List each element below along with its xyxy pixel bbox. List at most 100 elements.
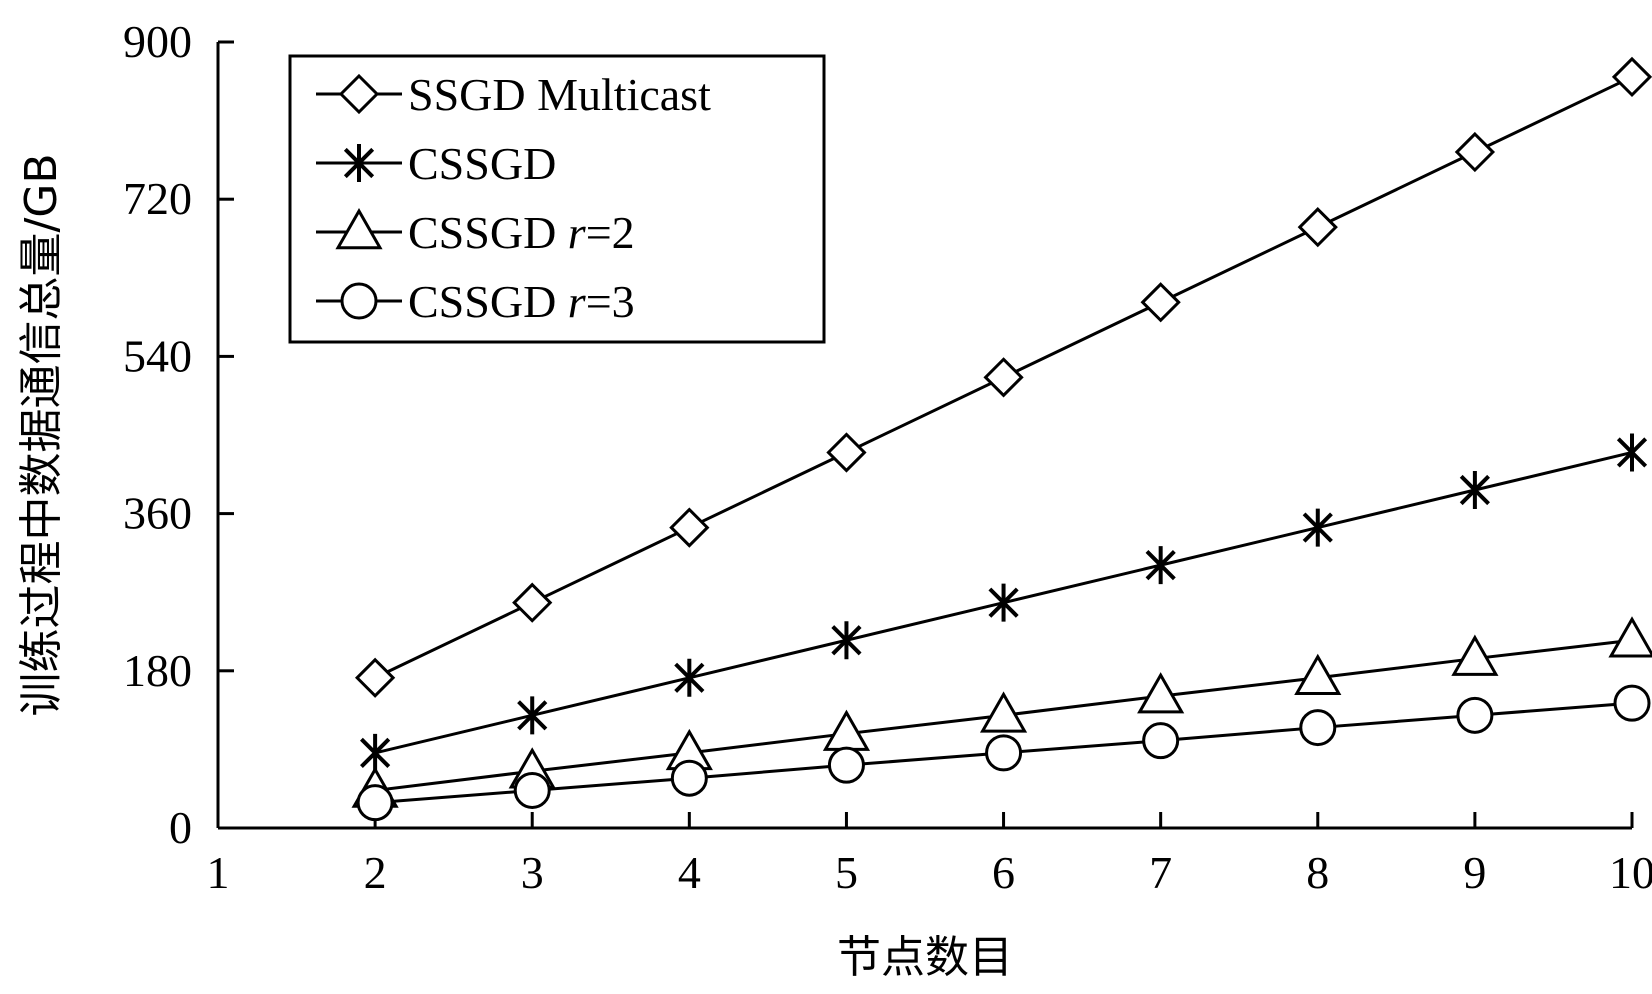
y-tick-label: 540: [123, 330, 192, 381]
data-point: [1611, 56, 1652, 98]
circle-marker-shape: [1299, 709, 1337, 747]
y-ticks: 0 180 360 540 720 900: [123, 16, 234, 853]
data-point: [360, 733, 391, 772]
diamond-marker-shape: [338, 73, 380, 115]
series-layer: [351, 56, 1652, 822]
data-point: [826, 432, 867, 473]
circle-marker-shape: [356, 784, 394, 822]
legend-item: CSSGD: [316, 138, 556, 189]
x-tick-label: 4: [678, 847, 701, 898]
diamond-marker-shape: [826, 432, 867, 473]
diamond-marker-shape: [1611, 56, 1652, 98]
asterisk-marker-shape: [343, 144, 375, 182]
diamond-marker-shape: [512, 582, 553, 623]
triangle-marker-shape: [1608, 616, 1652, 658]
data-point: [674, 658, 705, 697]
data-point: [988, 583, 1019, 622]
data-point: [670, 759, 708, 797]
y-axis-title: 训练过程中数据通信总量/GB: [16, 153, 67, 716]
legend-label: CSSGD r=2: [408, 207, 635, 258]
x-tick-label: 2: [364, 847, 387, 898]
legend-item: CSSGD r=3: [316, 276, 635, 327]
circle-marker-shape: [985, 734, 1023, 772]
y-tick-label: 360: [123, 488, 192, 539]
data-point: [1297, 207, 1338, 248]
x-tick-label: 1: [207, 847, 230, 898]
data-point: [985, 734, 1023, 772]
circle-marker-shape: [827, 746, 865, 784]
diamond-marker-shape: [1140, 282, 1181, 323]
diamond-marker-shape: [1454, 131, 1496, 173]
data-point: [979, 691, 1028, 733]
legend: SSGD Multicast CSSGD CSSGD r=2 CSSGD r=3: [288, 54, 826, 344]
data-point: [1451, 634, 1499, 676]
y-tick-label: 0: [169, 802, 192, 853]
asterisk-marker-shape: [1302, 508, 1333, 547]
series-2: [360, 433, 1648, 772]
data-point: [1294, 653, 1342, 696]
x-tick-label: 3: [521, 847, 544, 898]
asterisk-marker-shape: [517, 696, 548, 735]
legend-box: [288, 54, 826, 344]
data-point: [513, 771, 551, 809]
diamond-marker-shape: [983, 357, 1024, 398]
asterisk-marker-shape: [1145, 546, 1176, 585]
y-tick-label: 900: [123, 16, 192, 67]
data-point: [827, 746, 865, 784]
triangle-marker-shape: [335, 207, 383, 250]
circle-marker-shape: [670, 759, 708, 797]
y-tick-label: 720: [123, 173, 192, 224]
asterisk-marker-shape: [674, 658, 705, 697]
x-tick-label: 10: [1609, 847, 1652, 898]
asterisk-marker-shape: [1459, 471, 1490, 510]
data-point: [1459, 471, 1490, 510]
legend-marker: [335, 207, 383, 250]
legend-marker: [338, 73, 380, 115]
data-point: [1616, 433, 1648, 472]
x-axis-title: 节点数目: [837, 932, 1013, 983]
legend-marker: [343, 144, 375, 182]
data-point: [1137, 672, 1185, 714]
x-tick-label: 7: [1149, 847, 1172, 898]
circle-marker-shape: [1613, 684, 1651, 722]
legend-item: CSSGD r=2: [316, 207, 635, 258]
data-point: [1142, 722, 1180, 760]
data-point: [517, 696, 548, 735]
y-tick-label: 180: [123, 645, 192, 696]
triangle-marker-shape: [979, 691, 1028, 733]
data-point: [1613, 684, 1651, 722]
data-point: [1608, 616, 1652, 658]
circle-marker-shape: [1456, 696, 1494, 734]
x-tick-label: 6: [992, 847, 1015, 898]
series-4: [356, 684, 1651, 822]
circle-marker-shape: [513, 771, 551, 809]
data-point: [831, 621, 862, 660]
x-tick-label: 9: [1463, 847, 1486, 898]
data-point: [1145, 546, 1176, 585]
asterisk-marker-shape: [988, 583, 1019, 622]
legend-label: CSSGD r=3: [408, 276, 635, 327]
triangle-marker-shape: [1451, 634, 1499, 676]
x-ticks: 1 2 3 4 5 6 7 8 9 10: [207, 812, 1652, 898]
diamond-marker-shape: [1297, 207, 1338, 248]
data-point: [1299, 709, 1337, 747]
data-point: [983, 357, 1024, 398]
data-point: [669, 507, 710, 548]
diamond-marker-shape: [354, 657, 396, 698]
legend-label: SSGD Multicast: [408, 69, 711, 120]
legend-label: CSSGD: [408, 138, 556, 189]
triangle-marker-shape: [1294, 653, 1342, 696]
legend-marker: [340, 282, 378, 320]
series-1: [354, 56, 1652, 698]
asterisk-marker-shape: [1616, 433, 1648, 472]
data-point: [1454, 131, 1496, 173]
data-point: [356, 784, 394, 822]
data-point: [1456, 696, 1494, 734]
asterisk-marker-shape: [360, 733, 391, 772]
data-point: [1140, 282, 1181, 323]
data-point: [1302, 508, 1333, 547]
axes: 0 180 360 540 720 900 1 2 3 4 5 6 7 8 9 10: [123, 16, 1652, 898]
circle-marker-shape: [340, 282, 378, 320]
triangle-marker-shape: [1137, 672, 1185, 714]
